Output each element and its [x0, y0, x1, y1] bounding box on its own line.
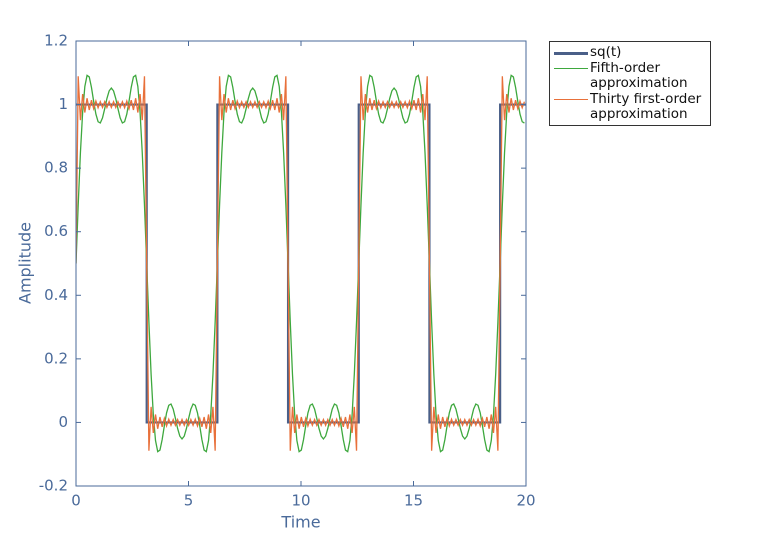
- x-tick-label: 5: [184, 492, 194, 510]
- x-tick-label: 20: [516, 492, 535, 510]
- legend-swatch: [554, 52, 588, 55]
- legend-label: Thirty first-order approximation: [590, 91, 702, 122]
- y-tick-label: 0.2: [44, 349, 68, 367]
- x-axis-label: Time: [280, 513, 320, 532]
- y-axis-label: Amplitude: [16, 222, 35, 304]
- legend-item: sq(t): [550, 45, 710, 60]
- legend-label: sq(t): [590, 44, 622, 60]
- legend-label: Fifth-order approximation: [590, 60, 688, 91]
- series-line: [76, 74, 525, 453]
- legend-swatch: [554, 99, 588, 100]
- legend-swatch: [554, 68, 588, 69]
- y-tick-label: 0.8: [44, 159, 68, 177]
- y-tick-label: 1.2: [44, 32, 68, 50]
- y-tick-label: 0: [58, 413, 68, 431]
- series-line: [76, 76, 526, 451]
- legend-item: Thirty first-order approximation: [550, 92, 710, 122]
- x-tick-label: 15: [404, 492, 423, 510]
- y-tick-label: -0.2: [39, 477, 68, 495]
- legend-item: Fifth-order approximation: [550, 61, 710, 91]
- y-tick-label: 0.4: [44, 286, 68, 304]
- x-tick-label: 0: [71, 492, 81, 510]
- y-tick-label: 0.6: [44, 222, 68, 240]
- y-tick-label: 1: [58, 95, 68, 113]
- legend: sq(t) Fifth-order approximation Thirty fir…: [549, 41, 711, 126]
- x-tick-label: 10: [291, 492, 310, 510]
